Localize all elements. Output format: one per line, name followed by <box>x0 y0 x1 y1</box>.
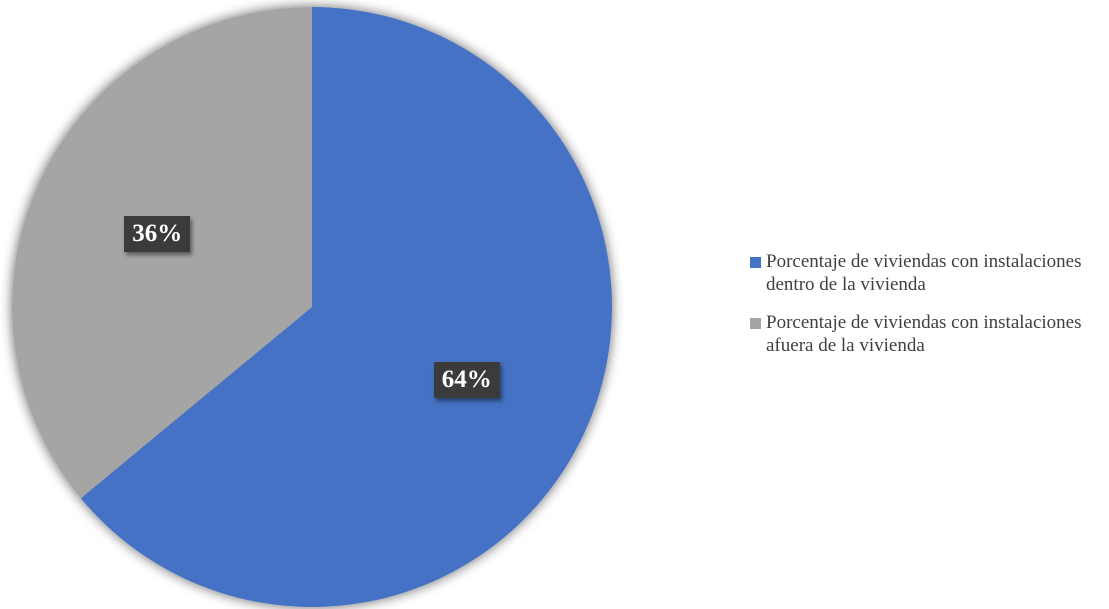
legend-swatch-2 <box>750 318 761 329</box>
data-label-slice-1: 64% <box>433 361 500 398</box>
legend: Porcentaje de viviendas con instalacione… <box>750 250 1105 372</box>
legend-item-2: Porcentaje de viviendas con instalacione… <box>750 311 1105 357</box>
legend-swatch-1 <box>750 257 761 268</box>
legend-item-1: Porcentaje de viviendas con instalacione… <box>750 250 1105 296</box>
legend-label-1: Porcentaje de viviendas con instalacione… <box>766 251 1082 295</box>
data-label-slice-2: 36% <box>124 216 191 253</box>
pie-chart <box>11 7 612 607</box>
legend-label-2: Porcentaje de viviendas con instalacione… <box>766 312 1082 356</box>
pie-slice-1 <box>80 7 612 607</box>
pie-slice-2 <box>11 7 313 499</box>
